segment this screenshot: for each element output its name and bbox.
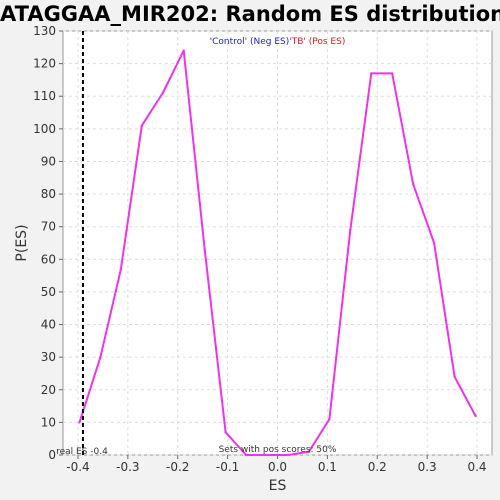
data-point bbox=[286, 453, 290, 457]
data-point bbox=[161, 91, 164, 95]
x-axis-title: ES bbox=[269, 478, 287, 494]
y-tick-label: 40 bbox=[41, 318, 56, 332]
y-tick-label: 20 bbox=[41, 383, 56, 397]
real-es-label: real ES -0.4 bbox=[56, 447, 108, 457]
data-point bbox=[244, 453, 248, 457]
data-point bbox=[203, 248, 206, 251]
x-tick-label: 0.4 bbox=[467, 460, 486, 474]
data-point bbox=[119, 267, 123, 271]
legend: 'Control' (Neg ES)'TB' (Pos ES) bbox=[210, 37, 346, 47]
x-tick-label: -0.4 bbox=[66, 460, 89, 474]
x-tick-label: -0.2 bbox=[166, 460, 189, 474]
data-point bbox=[349, 228, 352, 232]
data-point bbox=[432, 241, 436, 245]
data-point bbox=[474, 414, 477, 418]
data-point bbox=[453, 375, 456, 378]
data-point bbox=[78, 421, 81, 424]
y-tick-label: 100 bbox=[33, 122, 56, 136]
y-tick-label: 50 bbox=[41, 285, 56, 299]
x-tick-label: 0.0 bbox=[268, 460, 287, 474]
data-point bbox=[370, 72, 373, 75]
y-tick-label: 80 bbox=[41, 187, 56, 201]
overlay-layer: 'Control' (Neg ES)'TB' (Pos ES) real ES -… bbox=[56, 31, 345, 457]
data-point bbox=[265, 453, 269, 457]
grid bbox=[63, 30, 492, 456]
y-tick-label: 10 bbox=[41, 415, 56, 429]
data-point bbox=[411, 183, 415, 186]
data-point bbox=[307, 450, 311, 453]
y-tick-label: 0 bbox=[48, 448, 56, 462]
x-tick-label: -0.3 bbox=[116, 460, 139, 474]
y-tick-label: 120 bbox=[33, 57, 56, 71]
x-tick-label: 0.3 bbox=[418, 460, 437, 474]
x-tick-label: 0.1 bbox=[318, 460, 337, 474]
data-point bbox=[99, 355, 102, 359]
data-point bbox=[391, 72, 394, 75]
y-tick-label: 130 bbox=[33, 24, 56, 38]
series-layer bbox=[78, 49, 477, 457]
axes: 0 10 20 30 40 50 60 70 80 90 100 110 120 130 -0.4 -0.3 -… bbox=[14, 24, 487, 494]
y-tick-label: 60 bbox=[41, 252, 56, 266]
legend-entry: 'Control' (Neg ES) bbox=[210, 37, 290, 47]
data-point bbox=[224, 430, 227, 434]
y-tick-label: 70 bbox=[41, 220, 56, 234]
y-tick-label: 90 bbox=[41, 154, 56, 168]
series-line bbox=[78, 49, 477, 456]
y-tick-label: 30 bbox=[41, 350, 56, 364]
data-point bbox=[328, 417, 331, 421]
y-tick-label: 110 bbox=[33, 89, 56, 103]
x-tick-label: -0.1 bbox=[216, 460, 239, 474]
data-point bbox=[140, 124, 144, 127]
x-tick-label: 0.2 bbox=[368, 460, 387, 474]
chart-title: ATAGGAA_MIR202: Random ES distribution bbox=[0, 2, 500, 26]
y-axis-title: P(ES) bbox=[14, 224, 30, 261]
legend-entry: 'TB' (Pos ES) bbox=[289, 37, 345, 47]
data-point bbox=[182, 49, 185, 52]
pos-scores-annotation: Sets with pos scores: 50% bbox=[219, 445, 337, 455]
